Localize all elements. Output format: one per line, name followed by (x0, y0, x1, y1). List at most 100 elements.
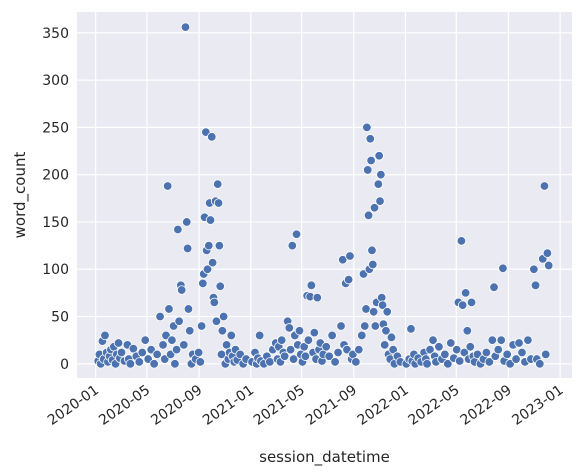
data-point (152, 349, 162, 360)
data-point (285, 344, 296, 355)
y-tick-label: 50 (51, 310, 69, 326)
data-point (376, 169, 386, 180)
data-point (321, 342, 331, 352)
x-tick-label: 2021-05 (251, 382, 308, 429)
data-point (354, 344, 364, 355)
data-point (496, 335, 506, 345)
data-point (462, 326, 473, 336)
data-point (514, 338, 524, 348)
data-point (489, 282, 499, 292)
data-point (440, 349, 450, 360)
data-point (279, 351, 290, 361)
x-tick-label: 2021-01 (200, 382, 257, 429)
x-tick-label: 2020-09 (148, 382, 205, 429)
x-tick-labels: 2020-012020-052020-092021-012021-052021-… (45, 382, 567, 429)
data-point (116, 347, 127, 358)
y-tick-label: 250 (42, 120, 69, 136)
x-tick-label: 2020-01 (45, 382, 102, 429)
data-point (100, 330, 110, 341)
data-point (254, 330, 265, 341)
data-point (481, 347, 492, 358)
data-point (484, 357, 495, 367)
data-point (170, 359, 180, 369)
data-point (113, 338, 124, 348)
data-point (218, 311, 229, 322)
data-point (406, 324, 416, 334)
data-point (379, 340, 390, 350)
data-point (196, 321, 207, 331)
x-tick-label: 2023-01 (509, 382, 566, 429)
data-point (363, 165, 373, 175)
data-point (213, 198, 224, 208)
data-point (174, 316, 184, 326)
data-point (202, 264, 213, 274)
data-point (357, 330, 367, 341)
data-point (366, 155, 376, 166)
data-point (457, 300, 468, 310)
data-point (217, 326, 228, 336)
data-point (291, 229, 302, 239)
data-point (182, 217, 192, 227)
data-point (443, 359, 453, 369)
x-axis-title: session_datetime (259, 448, 390, 467)
data-point (306, 280, 317, 291)
data-point (330, 357, 340, 367)
y-axis-title: word_count (11, 152, 30, 239)
data-point (284, 323, 295, 333)
x-tick-label: 2022-01 (355, 382, 412, 429)
data-point (373, 179, 384, 189)
data-point (425, 344, 435, 355)
data-point (125, 359, 136, 369)
data-point (362, 122, 372, 133)
data-point (180, 22, 191, 32)
data-point (428, 335, 438, 345)
data-point (369, 203, 380, 213)
data-point (511, 354, 521, 364)
data-point (195, 357, 206, 367)
data-point (460, 288, 471, 298)
data-point (529, 264, 539, 274)
data-point (465, 342, 475, 352)
data-point (303, 335, 314, 345)
data-point (539, 181, 550, 191)
data-point (456, 236, 467, 246)
data-point (542, 248, 553, 258)
x-tick-label: 2020-05 (96, 382, 153, 429)
data-point (363, 210, 374, 221)
data-point (351, 357, 361, 367)
data-point (276, 335, 287, 345)
data-point (288, 354, 299, 364)
data-point (205, 215, 216, 225)
data-point (523, 335, 533, 345)
gridlines (77, 12, 572, 378)
data-point (487, 335, 498, 345)
x-tick-label: 2021-09 (303, 382, 360, 429)
data-point (134, 357, 144, 367)
data-point (367, 245, 377, 256)
data-point (502, 349, 512, 360)
data-point (454, 356, 465, 366)
y-tick-label: 0 (60, 357, 69, 373)
data-point (204, 240, 214, 251)
data-point (155, 311, 165, 322)
data-point (530, 280, 541, 291)
data-point (368, 259, 378, 270)
data-point (535, 359, 545, 369)
data-point (338, 255, 348, 265)
data-point (215, 281, 225, 291)
data-point (381, 326, 391, 336)
data-point (498, 263, 508, 273)
data-point (324, 351, 334, 361)
data-point (343, 274, 354, 285)
data-point (158, 340, 168, 350)
data-point (446, 338, 456, 348)
data-point (434, 342, 444, 352)
data-point (182, 243, 193, 254)
data-point (374, 151, 384, 161)
data-point (422, 359, 432, 369)
data-point (466, 297, 477, 308)
data-point (388, 344, 398, 355)
data-point (365, 134, 375, 144)
data-point (176, 285, 187, 295)
data-point (370, 321, 381, 331)
